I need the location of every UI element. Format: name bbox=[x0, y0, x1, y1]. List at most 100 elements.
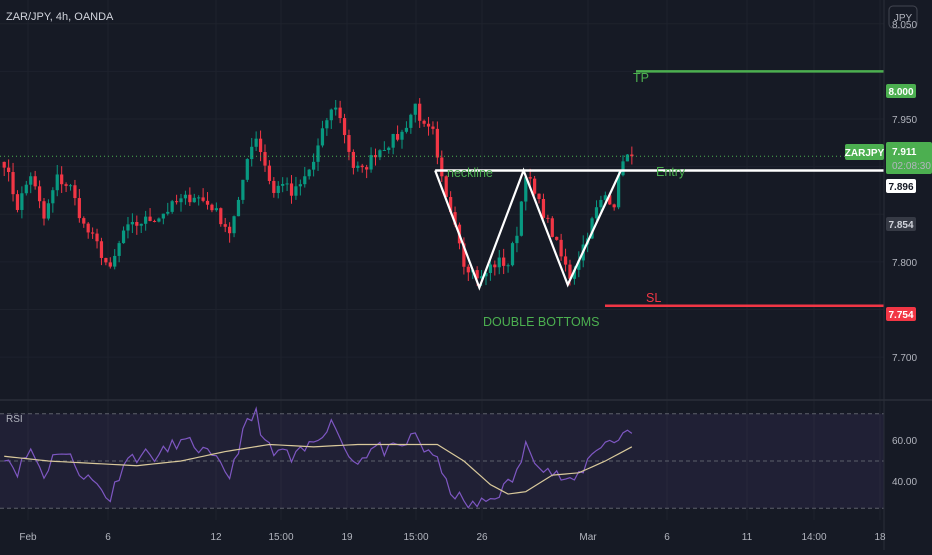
candle-body-63 bbox=[281, 184, 285, 186]
candle-105 bbox=[466, 264, 470, 281]
candle-body-9 bbox=[42, 201, 46, 219]
candle-10 bbox=[46, 199, 51, 221]
candle-77 bbox=[342, 113, 347, 144]
candle-9 bbox=[42, 198, 46, 226]
candle-body-66 bbox=[294, 186, 298, 196]
candle-body-13 bbox=[60, 174, 64, 185]
candle-117 bbox=[519, 201, 523, 237]
candle-body-69 bbox=[307, 169, 311, 177]
candle-body-102 bbox=[453, 212, 457, 225]
price-tick-3: 7.700 bbox=[892, 353, 917, 364]
candle-71 bbox=[316, 138, 320, 171]
candle-body-38 bbox=[170, 201, 174, 212]
candle-92 bbox=[409, 113, 413, 134]
candle-body-8 bbox=[37, 186, 42, 202]
candle-21 bbox=[95, 228, 99, 249]
candle-39 bbox=[174, 194, 179, 205]
candle-120 bbox=[533, 175, 537, 196]
candle-95 bbox=[422, 119, 426, 127]
candle-140 bbox=[621, 155, 625, 177]
candle-body-137 bbox=[608, 195, 612, 205]
candle-body-51 bbox=[228, 226, 232, 234]
candle-74 bbox=[329, 108, 333, 129]
candle-70 bbox=[312, 153, 316, 177]
candle-body-113 bbox=[502, 257, 506, 266]
price-axis[interactable]: 8.050 7.950 7.800 7.700 bbox=[892, 20, 917, 364]
candle-body-135 bbox=[599, 199, 603, 208]
candle-43 bbox=[192, 193, 196, 203]
candle-24 bbox=[108, 257, 112, 269]
candle-body-140 bbox=[621, 161, 625, 176]
candle-142 bbox=[630, 146, 634, 165]
candle-body-68 bbox=[303, 176, 307, 185]
candle-body-81 bbox=[360, 165, 364, 168]
tp-label: TP bbox=[633, 71, 649, 85]
candle-body-85 bbox=[378, 150, 382, 158]
symbol-title: ZAR/JPY, 4h, OANDA bbox=[6, 11, 114, 23]
candle-body-25 bbox=[113, 255, 117, 267]
candle-60 bbox=[267, 160, 272, 185]
candle-41 bbox=[183, 190, 188, 205]
candle-body-2 bbox=[11, 172, 15, 195]
candle-body-1 bbox=[7, 167, 11, 173]
candle-124 bbox=[550, 216, 554, 238]
svg-text:02:08:30: 02:08:30 bbox=[892, 161, 931, 172]
candle-7 bbox=[33, 170, 37, 190]
time-axis[interactable]: Feb 6 12 15:00 19 15:00 26 Mar 6 11 14:00 18 bbox=[19, 532, 886, 543]
candle-body-36 bbox=[161, 213, 165, 219]
time-tick-11: 18 bbox=[874, 532, 886, 543]
candle-body-83 bbox=[369, 155, 373, 170]
time-tick-9: 11 bbox=[742, 532, 753, 543]
candle-53 bbox=[236, 196, 241, 217]
candle-26 bbox=[117, 240, 121, 263]
candle-122 bbox=[541, 193, 546, 220]
time-tick-10: 14:00 bbox=[801, 532, 826, 543]
candle-body-79 bbox=[351, 151, 355, 168]
candle-56 bbox=[250, 137, 254, 167]
rsi-tick-40: 40.00 bbox=[892, 477, 917, 488]
candle-body-91 bbox=[404, 127, 409, 132]
candle-31 bbox=[139, 223, 143, 234]
candle-8 bbox=[37, 180, 42, 209]
candle-body-26 bbox=[117, 243, 121, 256]
candle-body-48 bbox=[214, 208, 218, 211]
candle-27 bbox=[121, 226, 126, 244]
time-tick-5: 15:00 bbox=[403, 532, 428, 543]
candle-127 bbox=[563, 248, 568, 272]
rsi-ma-line bbox=[4, 443, 633, 495]
rsi-background bbox=[0, 413, 884, 509]
candle-body-127 bbox=[563, 256, 568, 265]
candle-1 bbox=[7, 159, 11, 182]
candle-34 bbox=[152, 219, 157, 223]
price-tick-1: 7.950 bbox=[892, 115, 917, 126]
candle-body-75 bbox=[334, 107, 338, 110]
candle-97 bbox=[431, 121, 435, 135]
rsi-line bbox=[4, 406, 633, 509]
candle-37 bbox=[166, 202, 170, 216]
candle-body-118 bbox=[524, 177, 528, 202]
candle-17 bbox=[77, 189, 81, 223]
time-tick-6: 26 bbox=[476, 532, 488, 543]
time-tick-8: 6 bbox=[664, 532, 670, 543]
candle-body-52 bbox=[232, 216, 236, 234]
rsi-label: RSI bbox=[6, 414, 23, 425]
candle-body-128 bbox=[568, 264, 572, 279]
currency-button[interactable]: JPY bbox=[888, 5, 918, 29]
candle-126 bbox=[559, 233, 563, 261]
svg-text:7.896: 7.896 bbox=[888, 182, 913, 193]
candle-51 bbox=[228, 222, 232, 243]
candle-body-21 bbox=[95, 233, 99, 242]
double-bottom-polyline bbox=[434, 167, 622, 291]
candle-0 bbox=[2, 161, 6, 177]
candle-body-134 bbox=[594, 207, 599, 219]
candle-body-46 bbox=[205, 200, 210, 205]
candle-body-94 bbox=[418, 103, 422, 121]
candle-35 bbox=[157, 217, 161, 223]
candle-81 bbox=[360, 163, 364, 173]
candle-99 bbox=[440, 150, 444, 182]
candle-42 bbox=[188, 187, 192, 206]
candle-13 bbox=[60, 166, 64, 193]
candle-body-11 bbox=[51, 190, 55, 204]
